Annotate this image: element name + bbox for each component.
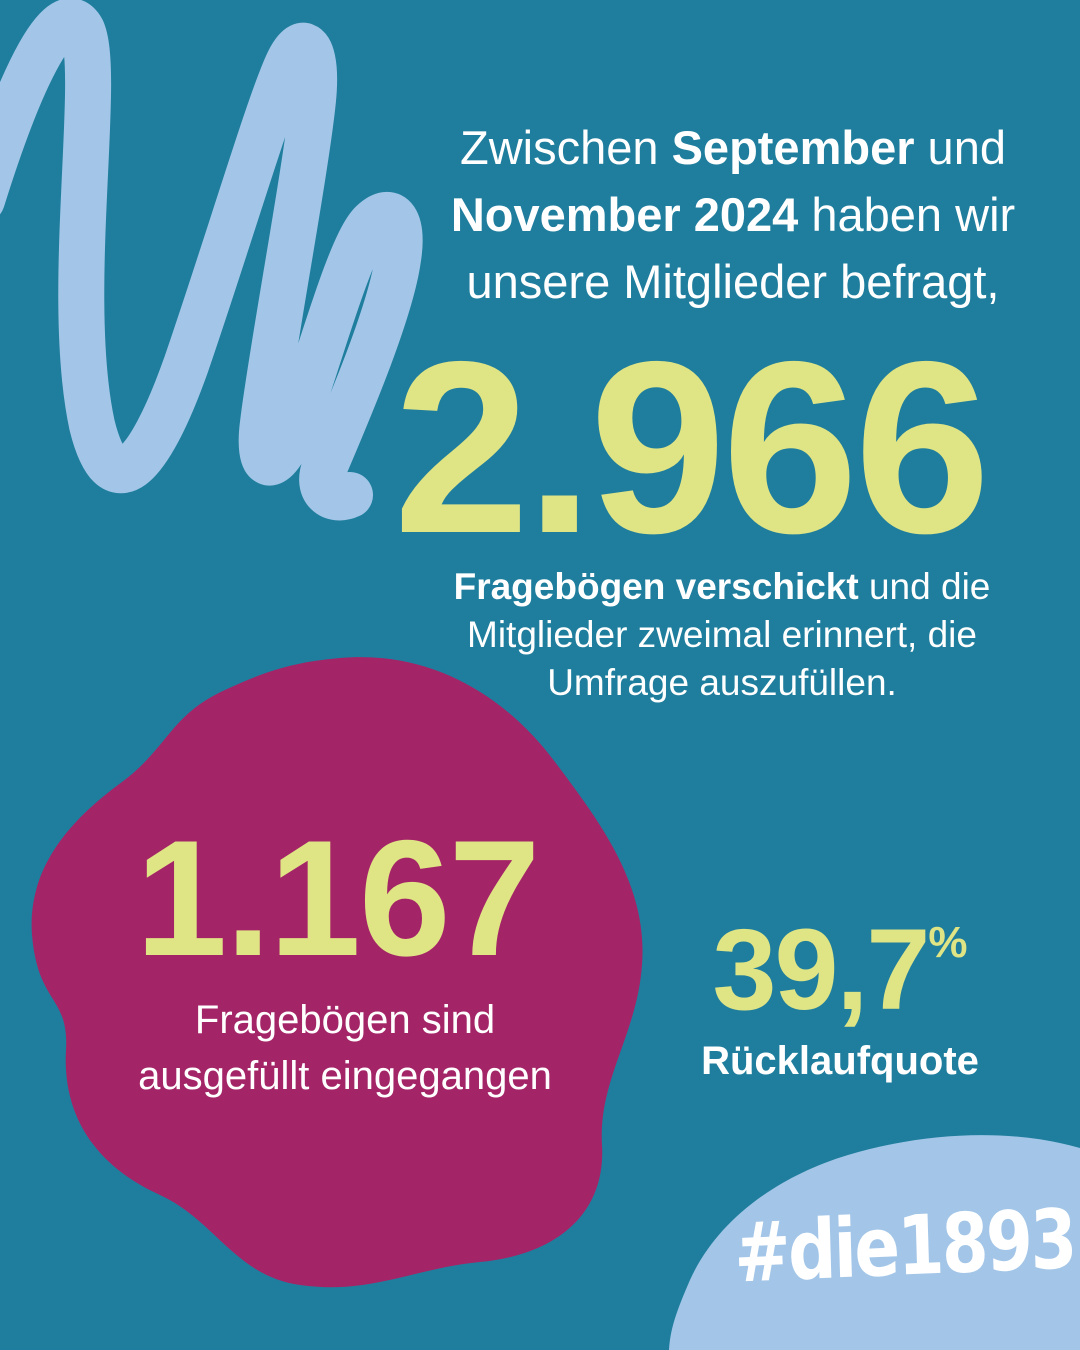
hashtag-logo: #die1893 — [732, 1192, 1077, 1302]
response-rate-value-row: 39,7% — [640, 885, 1040, 1028]
scribble-doodle — [0, 0, 423, 521]
sent-description-line-2: Mitglieder zweimal erinnert, die — [467, 614, 977, 655]
sent-description-regular: und die — [858, 566, 991, 607]
returned-count: 1.167 — [135, 806, 541, 990]
intro-line1-regular2: und — [914, 121, 1006, 174]
percent-sign: % — [928, 918, 968, 967]
returned-label: Fragebögen sind ausgefüllt eingegangen — [45, 992, 645, 1104]
lightblue-corner-blob — [669, 1135, 1080, 1350]
returned-label-line-1: Fragebögen sind — [194, 998, 496, 1042]
sent-count: 2.966 — [393, 310, 990, 584]
intro-line1-bold: September — [671, 121, 915, 174]
intro-line2-bold: November 2024 — [450, 188, 799, 241]
response-rate-value: 39,7 — [712, 906, 931, 1034]
sent-description-bold: Fragebögen verschickt — [453, 566, 859, 607]
returned-label-line-2: ausgefüllt eingegangen — [138, 1054, 552, 1098]
response-rate: 39,7% Rücklaufquote — [640, 885, 1040, 1084]
sent-description-line-1: Fragebögen verschickt und die — [407, 563, 1037, 611]
intro-line2-regular: haben wir — [798, 188, 1016, 241]
intro-line1-regular: Zwischen — [460, 121, 672, 174]
intro-line-1: Zwischen September und — [418, 114, 1048, 181]
sent-description-line-3: Umfrage auszufüllen. — [547, 662, 897, 703]
magenta-blob — [31, 657, 643, 1288]
response-rate-label: Rücklaufquote — [701, 1039, 979, 1083]
intro-line-2: November 2024 haben wir — [418, 181, 1048, 248]
intro-text: Zwischen September und November 2024 hab… — [418, 114, 1048, 315]
intro-line3-regular: unsere Mitglieder befragt, — [466, 255, 1000, 308]
intro-line-3: unsere Mitglieder befragt, — [418, 248, 1048, 315]
sent-description: Fragebögen verschickt und die Mitglieder… — [407, 563, 1037, 707]
